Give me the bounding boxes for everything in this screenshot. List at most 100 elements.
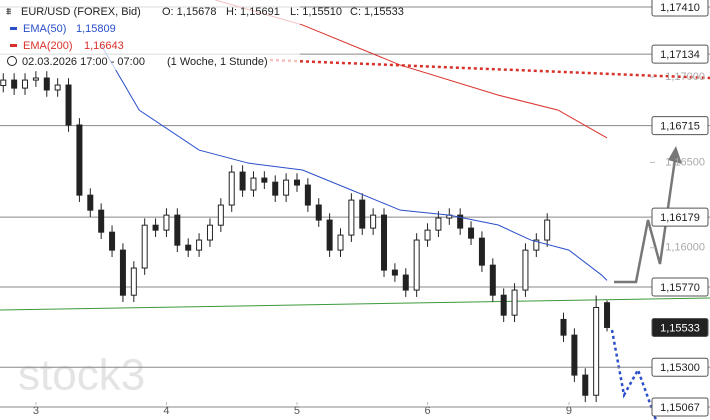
candle-body [65, 84, 72, 126]
candle-body [43, 77, 50, 91]
candle-body [326, 219, 333, 251]
y-tick-label: 1,16000 [665, 242, 705, 254]
price-box-label: 1,17134 [660, 49, 700, 61]
candle-body [533, 239, 540, 251]
price-box-label: 1,17410 [660, 2, 700, 14]
legend: ⩩ EUR/USD (FOREX, Bid) O: 1,15678 H: 1,1… [0, 0, 404, 70]
candle-body [478, 237, 485, 266]
ema50-value: 1,15809 [76, 23, 116, 35]
forecast-down [610, 329, 658, 420]
candle-body [413, 239, 420, 291]
candle-body [11, 79, 18, 89]
candle-body [130, 267, 137, 296]
candle-body [370, 214, 377, 229]
candle-body [304, 184, 311, 206]
symbol: EUR/USD (FOREX, Bid) [21, 6, 141, 18]
candle-body [228, 171, 235, 206]
x-tick-label: 9 [566, 405, 572, 417]
x-tick-label: 5 [294, 405, 300, 417]
price-box-label: 1,16179 [660, 212, 700, 224]
price-box-label: 1,15533 [660, 322, 700, 334]
price-box [651, 397, 709, 417]
price-box [651, 277, 709, 297]
price-box-label: 1,15770 [660, 282, 700, 294]
candle-body [424, 229, 431, 241]
candle-body [489, 264, 496, 296]
ohlc-open: O: 1,15678 [162, 6, 216, 18]
candle-body [283, 179, 290, 196]
ema-weekly-dotted [269, 58, 710, 80]
price-box [651, 357, 709, 377]
candle-body [119, 249, 126, 296]
forecast-arrow [668, 146, 682, 164]
candle-body [109, 231, 116, 251]
watermark: stock3 [18, 351, 145, 400]
price-box-label: 1,16715 [660, 121, 700, 133]
clock-icon [7, 56, 17, 66]
trend-line [0, 297, 710, 311]
candle-body [457, 214, 464, 229]
ema50-swatch [10, 27, 17, 30]
ohlc-close: C: 1,15533 [350, 6, 404, 18]
x-tick-label: 6 [424, 405, 430, 417]
candle-body [261, 177, 268, 183]
candle-body [152, 224, 159, 231]
x-tick-label: 3 [33, 405, 39, 417]
x-tick-label: 4 [163, 405, 169, 417]
ema50-label: EMA(50) [23, 23, 66, 35]
candle-body [141, 224, 148, 269]
price-box-label: 1,15300 [660, 362, 700, 374]
candle-body [500, 294, 507, 316]
candle-body [22, 79, 29, 89]
icon: ⩩ [6, 7, 12, 18]
candle-body [593, 306, 600, 396]
ema200-value: 1,16643 [84, 40, 124, 52]
interval: (1 Woche, 1 Stunde) [167, 56, 268, 68]
price-box [651, 44, 709, 64]
y-tick-label: 1,16500 [665, 156, 705, 168]
candle-body [87, 194, 94, 211]
candle-body [54, 84, 61, 91]
candle-body [560, 318, 567, 336]
ema-line [100, 44, 608, 281]
candle-body [293, 179, 300, 186]
candle-body [98, 209, 105, 233]
candle-body [239, 171, 246, 191]
candle-body [359, 199, 366, 229]
candle-body [196, 239, 203, 251]
candle-body [468, 227, 475, 239]
candle-body [511, 289, 518, 316]
date-range: 02.03.2026 17:00 - 07:00 [22, 56, 145, 68]
candle-body [435, 217, 442, 231]
candle-body [76, 124, 83, 196]
candle-body [391, 269, 398, 276]
candle-body [604, 302, 611, 328]
candle-body [544, 219, 551, 241]
ema200-swatch [10, 44, 17, 47]
candle-body [348, 199, 355, 236]
candle-body [522, 249, 529, 291]
y-tick-label: 1,17000 [665, 71, 705, 83]
candle-body [163, 214, 170, 231]
candle-body [402, 274, 409, 291]
price-box [651, 0, 709, 17]
price-box [651, 317, 709, 337]
candle-body [250, 177, 257, 191]
price-box [651, 116, 709, 136]
candle-body [206, 224, 213, 241]
candle-body [0, 79, 7, 87]
candle-body [185, 244, 192, 251]
price-box-label: 1,15067 [660, 402, 700, 414]
ohlc-low: L: 1,15510 [290, 6, 342, 18]
legend-bg [0, 0, 300, 70]
candle-body [315, 204, 322, 221]
candle-body [217, 204, 224, 226]
candle-body [174, 214, 181, 246]
candle-body [272, 181, 279, 196]
candle-body [337, 234, 344, 251]
candle-body [32, 77, 39, 81]
ohlc-high: H: 1,15691 [226, 6, 280, 18]
candle-body [381, 214, 388, 271]
